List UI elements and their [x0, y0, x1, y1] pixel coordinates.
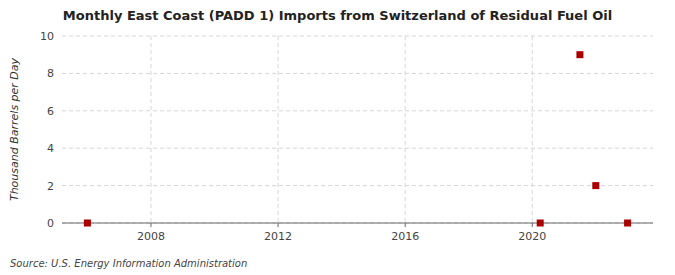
chart-svg: Monthly East Coast (PADD 1) Imports from… — [0, 0, 675, 275]
x-tick — [278, 223, 279, 227]
y-axis-label: Thousand Barrels per Day — [8, 57, 21, 201]
point — [576, 51, 583, 58]
source: Source: U.S. Energy Information Administ… — [10, 258, 247, 269]
x-tick-label: 2012 — [264, 230, 292, 243]
x-tick — [532, 223, 533, 227]
y-tick-label: 10 — [40, 30, 54, 43]
y-tick-label: 2 — [47, 180, 54, 193]
y-tick-label: 0 — [47, 217, 54, 230]
title: Monthly East Coast (PADD 1) Imports from… — [63, 8, 612, 23]
grid-line-x — [150, 36, 151, 223]
x-tick-label: 2008 — [137, 230, 165, 243]
x-tick-label: 2016 — [391, 230, 419, 243]
grid-line-x — [278, 36, 279, 223]
point — [592, 182, 599, 189]
grid-line-y — [62, 223, 653, 224]
y-tick-label: 8 — [47, 67, 54, 80]
chart-container: Monthly East Coast (PADD 1) Imports from… — [0, 0, 675, 275]
y-tick-label: 6 — [47, 105, 54, 118]
points — [84, 51, 631, 226]
point — [537, 220, 544, 227]
grid-line-y — [62, 110, 653, 111]
point — [84, 220, 91, 227]
y-tick-label: 4 — [47, 142, 54, 155]
x-tick-label: 2020 — [518, 230, 546, 243]
x-axis-line — [62, 223, 653, 224]
grid-line-x — [405, 36, 406, 223]
x-tick — [405, 223, 406, 227]
x-tick — [150, 223, 151, 227]
grid — [62, 36, 653, 223]
grid-line-x — [532, 36, 533, 223]
point — [624, 220, 631, 227]
